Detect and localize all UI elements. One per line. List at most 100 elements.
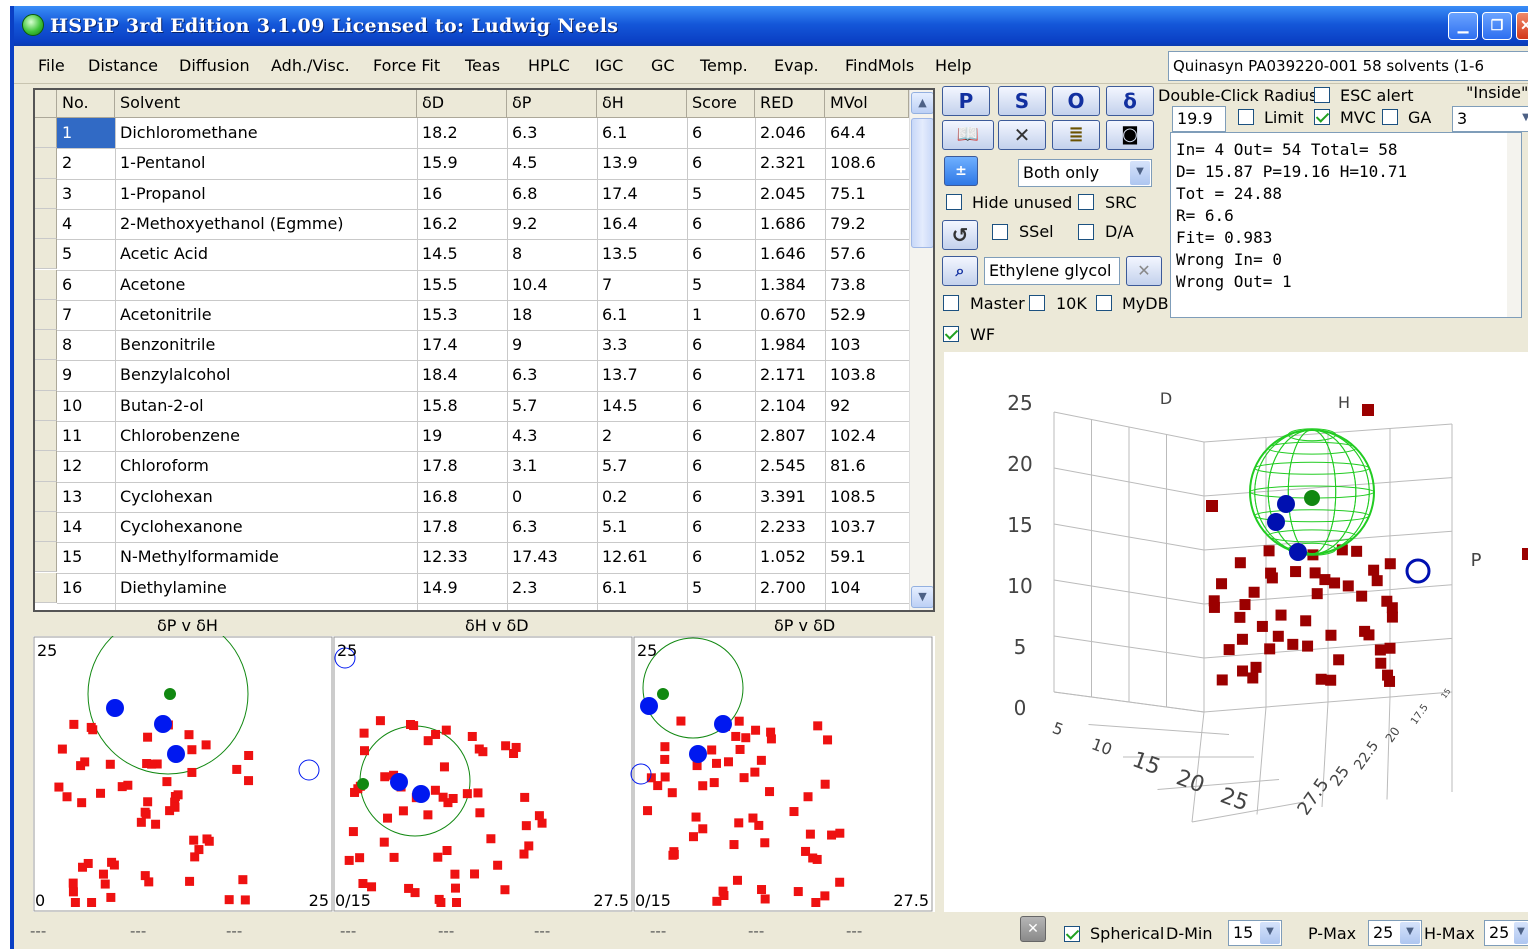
table-cell[interactable]: 2 [602, 426, 613, 445]
table-scrollbar[interactable]: ▲ ▼ [909, 90, 933, 610]
table-cell[interactable]: 1.052 [760, 547, 806, 567]
table-cell[interactable]: 15.5 [422, 274, 458, 294]
hmax-select[interactable]: 25 ▼ [1484, 920, 1528, 946]
table-cell[interactable]: 6 [692, 365, 703, 385]
table-cell[interactable]: 14.9 [422, 577, 458, 597]
table-cell[interactable]: 17.43 [512, 547, 558, 567]
table-cell[interactable]: 8 [62, 335, 73, 355]
da-checkbox[interactable] [1078, 224, 1094, 240]
table-cell[interactable]: 59.1 [830, 547, 866, 567]
table-cell[interactable]: 103 [830, 335, 861, 355]
dmin-chevron-icon[interactable]: ▼ [1260, 922, 1280, 944]
table-cell[interactable]: 17.4 [422, 335, 458, 355]
table-cell[interactable]: 4.5 [512, 153, 538, 173]
table-cell[interactable]: 3 [62, 183, 73, 203]
table-cell[interactable]: 13.9 [602, 153, 638, 173]
table-cell[interactable]: 17.8 [422, 516, 458, 536]
scroll-down-icon[interactable]: ▼ [911, 586, 933, 608]
table-cell[interactable]: Acetic Acid [120, 244, 208, 264]
table-cell[interactable]: 18 [512, 304, 533, 324]
table-cell[interactable]: 2.046 [760, 123, 806, 142]
limit-checkbox[interactable] [1238, 109, 1254, 125]
both-only-select[interactable]: Both only ▼ [1018, 159, 1152, 187]
row-selector[interactable] [35, 542, 57, 573]
menu-igc[interactable]: IGC [595, 56, 624, 75]
column-header[interactable]: Solvent [115, 90, 417, 118]
table-cell[interactable]: 104 [830, 577, 861, 597]
menu-file[interactable]: File [38, 56, 65, 75]
table-cell[interactable]: 5.1 [602, 516, 628, 536]
table-cell[interactable]: 5 [62, 244, 73, 264]
table-cell[interactable]: 103.8 [830, 365, 876, 385]
table-cell[interactable]: 1.646 [760, 244, 806, 264]
table-cell[interactable]: Dichloromethane [120, 123, 258, 142]
table-cell[interactable]: 1 [57, 118, 115, 149]
table-cell[interactable]: 14.5 [422, 244, 458, 264]
inside-select[interactable]: 3 ▼ [1452, 106, 1528, 132]
table-cell[interactable]: 19 [422, 426, 443, 445]
hide-unused-checkbox[interactable] [946, 194, 962, 210]
table-cell[interactable]: 12.61 [602, 547, 648, 567]
row-selector[interactable] [35, 269, 57, 300]
table-cell[interactable]: 8 [512, 244, 523, 264]
minimize-button[interactable]: ▁ [1448, 12, 1478, 40]
calculator-icon[interactable]: ± [944, 156, 978, 186]
column-header[interactable]: No. [57, 90, 115, 118]
10k-checkbox[interactable] [1029, 295, 1045, 311]
column-header[interactable]: δH [597, 90, 687, 118]
scroll-up-icon[interactable]: ▲ [911, 92, 933, 114]
table-cell[interactable]: 17.4 [602, 183, 638, 203]
table-cell[interactable]: 12 [62, 456, 83, 476]
table-cell[interactable]: 4.3 [512, 426, 538, 445]
pmax-chevron-icon[interactable]: ▼ [1400, 922, 1420, 944]
table-cell[interactable]: 2.321 [760, 153, 806, 173]
table-cell[interactable]: 3.391 [760, 486, 806, 506]
menu-distance[interactable]: Distance [88, 56, 158, 75]
table-cell[interactable]: 3.1 [512, 456, 538, 476]
table-cell[interactable]: 15.3 [422, 304, 458, 324]
table-cell[interactable]: 13.5 [602, 244, 638, 264]
table-cell[interactable]: N-Methylformamide [120, 547, 279, 567]
menu-gc[interactable]: GC [651, 56, 675, 75]
o-button[interactable]: O [1052, 86, 1100, 116]
table-cell[interactable]: 1-Propanol [120, 183, 206, 203]
table-cell[interactable]: 73.8 [830, 274, 866, 294]
column-header[interactable]: Score [687, 90, 755, 118]
master-checkbox[interactable] [943, 295, 959, 311]
mydb-checkbox[interactable] [1096, 295, 1112, 311]
solvent-table[interactable]: No. Solvent δD δP δH Score RED MVol 1 Dichlorome… [33, 88, 935, 612]
status-close-icon[interactable]: ✕ [1020, 916, 1046, 942]
row-selector[interactable] [35, 299, 57, 331]
table-cell[interactable]: 108.6 [830, 153, 876, 173]
table-cell[interactable]: 6 [692, 123, 703, 142]
table-cell[interactable]: 1.384 [760, 274, 806, 294]
book-icon[interactable]: 📖 [942, 120, 994, 150]
table-cell[interactable]: 2.700 [760, 577, 806, 597]
table-cell[interactable]: 2.807 [760, 426, 806, 445]
table-cell[interactable]: 75.1 [830, 183, 866, 203]
column-header[interactable]: δP [507, 90, 597, 118]
table-cell[interactable]: 1.984 [760, 335, 806, 355]
menu-help[interactable]: Help [935, 56, 972, 75]
row-selector[interactable] [35, 481, 57, 512]
notes-icon[interactable]: ≣ [1052, 120, 1100, 150]
table-cell[interactable]: 5 [692, 183, 703, 203]
table-cell[interactable]: 5.7 [602, 456, 628, 476]
plots-2d-canvas[interactable]: 25 0 25 25 0/15 27.5 25 0/15 27.5 [33, 613, 935, 912]
table-cell[interactable]: 0 [512, 486, 523, 506]
mvc-checkbox[interactable] [1314, 109, 1330, 125]
table-cell[interactable]: 16 [62, 577, 83, 597]
search-solvent-input[interactable]: Ethylene glycol [984, 257, 1120, 285]
table-cell[interactable]: 6.3 [512, 516, 538, 536]
maximize-button[interactable]: ❐ [1482, 12, 1512, 40]
table-cell[interactable]: 10.4 [512, 274, 548, 294]
table-cell[interactable]: 2 [62, 153, 73, 173]
table-cell[interactable]: 16 [422, 183, 443, 203]
ga-checkbox[interactable] [1382, 109, 1398, 125]
table-cell[interactable]: 2.3 [512, 577, 538, 597]
table-cell[interactable]: 13.7 [602, 365, 638, 385]
table-cell[interactable]: 92 [830, 395, 851, 415]
table-cell[interactable]: 13 [62, 486, 83, 506]
row-selector[interactable] [35, 118, 57, 149]
